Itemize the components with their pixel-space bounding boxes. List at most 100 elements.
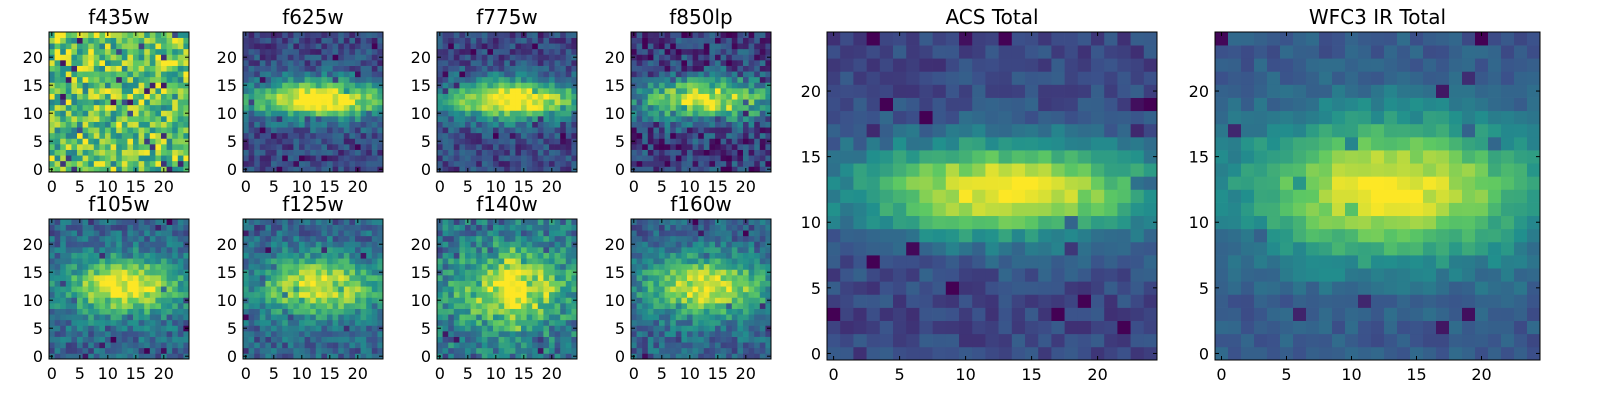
heatmap-cell xyxy=(687,336,693,343)
heatmap-cell xyxy=(366,286,373,293)
heatmap-cell xyxy=(687,280,693,287)
heatmap-cell xyxy=(698,82,705,89)
heatmap-cell xyxy=(355,241,361,248)
heatmap-cell xyxy=(453,166,460,173)
heatmap-cell xyxy=(571,286,578,293)
heatmap-cell xyxy=(49,263,55,270)
heatmap-cell xyxy=(521,308,527,315)
heatmap-cell xyxy=(560,88,567,94)
heatmap-cell xyxy=(127,347,134,354)
heatmap-cell xyxy=(360,116,367,122)
heatmap-cell xyxy=(565,235,572,242)
heatmap-cell xyxy=(664,116,671,122)
heatmap-cell xyxy=(642,160,649,167)
heatmap-cell xyxy=(65,132,72,139)
heatmap-cell xyxy=(360,82,367,89)
heatmap-cell xyxy=(636,353,643,360)
heatmap-cell xyxy=(254,104,261,111)
heatmap-cell xyxy=(543,275,550,281)
heatmap-cell xyxy=(687,149,693,156)
heatmap-cell xyxy=(453,48,460,55)
heatmap-cell xyxy=(276,32,283,38)
heatmap-cell xyxy=(737,104,744,111)
heatmap-cell xyxy=(161,155,167,162)
heatmap-cell xyxy=(737,275,744,281)
heatmap-cell xyxy=(437,160,443,167)
heatmap-cell xyxy=(554,291,561,298)
heatmap-cell xyxy=(144,241,151,248)
heatmap-cell xyxy=(481,132,488,139)
heatmap-cell xyxy=(259,342,266,349)
heatmap-cell xyxy=(521,155,527,162)
heatmap-cell xyxy=(509,60,516,66)
heatmap-cell xyxy=(177,43,184,50)
heatmap-cell xyxy=(743,336,749,343)
heatmap-cell xyxy=(526,54,533,61)
heatmap-cell xyxy=(647,99,654,106)
heatmap-cell xyxy=(259,247,266,253)
heatmap-cell xyxy=(476,144,483,150)
heatmap-cell xyxy=(526,291,533,298)
heatmap-cell xyxy=(71,132,78,139)
heatmap-cell xyxy=(49,314,55,321)
heatmap-cell xyxy=(532,303,539,309)
heatmap-cell xyxy=(675,149,682,156)
heatmap-cell xyxy=(116,104,123,111)
heatmap-cell xyxy=(554,314,561,321)
heatmap-cell xyxy=(509,325,516,332)
heatmap-cell xyxy=(448,331,455,337)
heatmap-cell xyxy=(127,314,134,321)
heatmap-cell xyxy=(138,230,145,237)
heatmap-cell xyxy=(703,82,710,89)
heatmap-cell xyxy=(327,93,333,100)
heatmap-cell xyxy=(465,224,471,231)
heatmap-cell xyxy=(248,308,255,315)
heatmap-cell xyxy=(476,314,483,321)
heatmap-cell xyxy=(521,149,527,156)
heatmap-cell xyxy=(149,155,156,162)
heatmap-cell xyxy=(243,286,249,293)
heatmap-cell xyxy=(99,258,106,265)
heatmap-cell xyxy=(636,88,643,94)
heatmap-cell xyxy=(54,144,61,150)
heatmap-cell xyxy=(675,127,682,134)
x-tick-label: 5 xyxy=(269,177,279,196)
heatmap-cell xyxy=(172,269,179,276)
heatmap-cell xyxy=(453,280,460,287)
heatmap-cell xyxy=(99,347,106,354)
heatmap-cell xyxy=(65,37,72,44)
heatmap-cell xyxy=(355,54,361,61)
heatmap-cell xyxy=(526,258,533,265)
heatmap-cell xyxy=(670,32,677,38)
heatmap-cell xyxy=(254,325,261,332)
heatmap-cell xyxy=(183,99,190,106)
heatmap-cell xyxy=(121,155,128,162)
heatmap-cell xyxy=(343,88,350,94)
heatmap-cell xyxy=(509,99,516,106)
heatmap-cell xyxy=(560,48,567,55)
heatmap-cell xyxy=(377,230,384,237)
heatmap-cell xyxy=(321,275,328,281)
heatmap-cell xyxy=(332,132,339,139)
heatmap-cell xyxy=(82,76,89,83)
heatmap-cell xyxy=(121,269,128,276)
heatmap-cell xyxy=(493,132,499,139)
heatmap-cell xyxy=(560,269,567,276)
heatmap-cell xyxy=(172,353,179,360)
heatmap-cell xyxy=(687,319,693,326)
heatmap-cell xyxy=(571,37,578,44)
heatmap-cell xyxy=(54,99,61,106)
heatmap-cell xyxy=(504,121,511,128)
heatmap-cell xyxy=(377,347,384,354)
heatmap-cell xyxy=(177,65,184,72)
heatmap-cell xyxy=(571,99,578,106)
heatmap-cell xyxy=(437,37,443,44)
heatmap-cell xyxy=(532,347,539,354)
heatmap-cell xyxy=(304,347,311,354)
heatmap-cell xyxy=(138,104,145,111)
heatmap-cell xyxy=(282,71,289,78)
heatmap-cell xyxy=(515,138,522,145)
heatmap-cell xyxy=(177,160,184,167)
heatmap-cell xyxy=(515,325,522,332)
heatmap-cell xyxy=(498,116,505,122)
